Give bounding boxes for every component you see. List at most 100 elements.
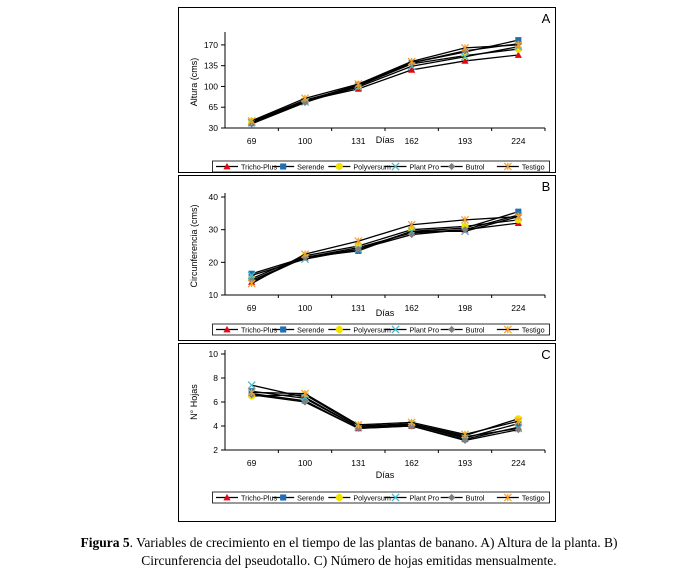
legend-box <box>212 491 550 504</box>
series-testigo <box>247 212 523 288</box>
legend-label: Serende <box>297 494 324 503</box>
legend-label: Butrol <box>466 326 485 335</box>
x-tick-label: 162 <box>405 136 419 146</box>
legend-item: Serende <box>272 326 324 335</box>
y-tick-label: 8 <box>213 373 218 383</box>
x-tick-label: 162 <box>405 303 419 313</box>
legend-marker <box>503 325 512 334</box>
legend-item: Tricho-Plus <box>216 326 277 335</box>
series-testigo <box>247 40 523 125</box>
legend-label: Tricho-Plus <box>241 326 277 335</box>
data-point <box>300 250 310 259</box>
x-axis-label: Días <box>376 470 395 480</box>
data-point <box>461 57 469 64</box>
legend-item: Serende <box>272 163 324 172</box>
series-line <box>251 44 519 122</box>
legend: Tricho-Plus Serende Polyversum Plant Pro But… <box>212 160 550 173</box>
x-axis-label: Días <box>376 135 395 145</box>
legend: Tricho-Plus Serende Polyversum Plant Pro But… <box>212 323 550 336</box>
legend-marker <box>448 325 456 334</box>
data-point <box>354 237 363 246</box>
y-tick-label: 170 <box>204 40 218 50</box>
x-tick-label: 131 <box>351 136 365 146</box>
series-line <box>251 43 519 125</box>
legend-box <box>212 323 550 336</box>
x-tick-label: 193 <box>458 458 472 468</box>
panel-letter: A <box>542 11 551 26</box>
legend-label: Serende <box>297 163 324 172</box>
legend-item: Serende <box>272 494 324 503</box>
data-point <box>247 388 256 397</box>
series-line <box>251 384 519 438</box>
series-line <box>251 391 519 436</box>
legend-marker <box>335 162 343 171</box>
series-line <box>251 214 519 281</box>
y-tick-label: 100 <box>204 81 218 91</box>
x-tick-label: 131 <box>351 458 365 468</box>
legend-marker <box>448 493 456 502</box>
legend-marker <box>223 325 231 333</box>
data-point <box>301 398 309 406</box>
legend-label: Polyversum <box>353 163 391 172</box>
series-testigo <box>247 388 523 439</box>
data-point <box>247 116 256 125</box>
legend-item: Testigo <box>496 162 545 172</box>
y-axis-label: N° Hojas <box>189 384 199 420</box>
legend-label: Testigo <box>522 326 545 335</box>
panel-frame <box>178 7 556 173</box>
data-point <box>461 226 469 234</box>
caption-label: Figura 5 <box>80 535 130 550</box>
legend-label: Plant Pro <box>410 494 440 503</box>
data-point <box>248 270 255 277</box>
x-tick-label: 100 <box>298 303 312 313</box>
data-point <box>460 52 470 61</box>
legend-label: Plant Pro <box>410 163 440 172</box>
legend-marker <box>391 162 400 171</box>
panel-letter: B <box>542 179 551 194</box>
chart-panel-b: 10 20 30 40 69 100 131 162 198 224 Circunferencia … <box>178 175 556 341</box>
legend-marker <box>280 494 287 501</box>
legend-marker <box>335 325 343 334</box>
legend-marker <box>223 493 231 501</box>
chart-panel-a: 30 65 100 135 170 69 100 131 162 193 224 Altura (cm… <box>178 7 556 173</box>
legend-marker <box>280 163 287 170</box>
y-tick-label: 30 <box>209 225 219 235</box>
x-tick-label: 69 <box>247 458 257 468</box>
data-point <box>514 426 522 434</box>
legend-label: Serende <box>297 326 324 335</box>
series-line <box>251 394 519 442</box>
panel-frame <box>178 175 556 341</box>
x-tick-label: 224 <box>511 458 525 468</box>
legend-label: Butrol <box>466 163 485 172</box>
legend-box <box>212 160 550 173</box>
x-tick-label: 69 <box>247 136 257 146</box>
x-tick-label: 198 <box>458 303 472 313</box>
legend-marker <box>503 162 512 171</box>
x-tick-label: 100 <box>298 458 312 468</box>
data-point <box>300 94 310 103</box>
data-point <box>247 271 256 280</box>
data-point <box>460 430 470 439</box>
y-tick-label: 6 <box>213 397 218 407</box>
data-point <box>407 57 416 66</box>
legend-label: Plant Pro <box>410 326 440 335</box>
data-point <box>460 215 470 224</box>
y-tick-label: 30 <box>209 123 219 133</box>
y-tick-label: 135 <box>204 61 218 71</box>
y-tick-label: 10 <box>209 349 219 359</box>
legend-label: Butrol <box>466 494 485 503</box>
y-axis-label: Altura (cms) <box>189 58 199 107</box>
legend-item: Plant Pro <box>384 493 440 503</box>
legend-label: Testigo <box>522 494 545 503</box>
legend-item: Plant Pro <box>384 325 440 335</box>
y-tick-label: 65 <box>209 102 219 112</box>
legend-item: Tricho-Plus <box>216 494 277 503</box>
y-tick-label: 2 <box>213 445 218 455</box>
y-tick-label: 4 <box>213 421 218 431</box>
legend-label: Testigo <box>522 163 545 172</box>
data-point <box>354 245 362 253</box>
legend-marker <box>280 326 287 333</box>
panel-letter: C <box>541 347 550 362</box>
x-tick-label: 193 <box>458 136 472 146</box>
y-tick-label: 40 <box>209 192 219 202</box>
